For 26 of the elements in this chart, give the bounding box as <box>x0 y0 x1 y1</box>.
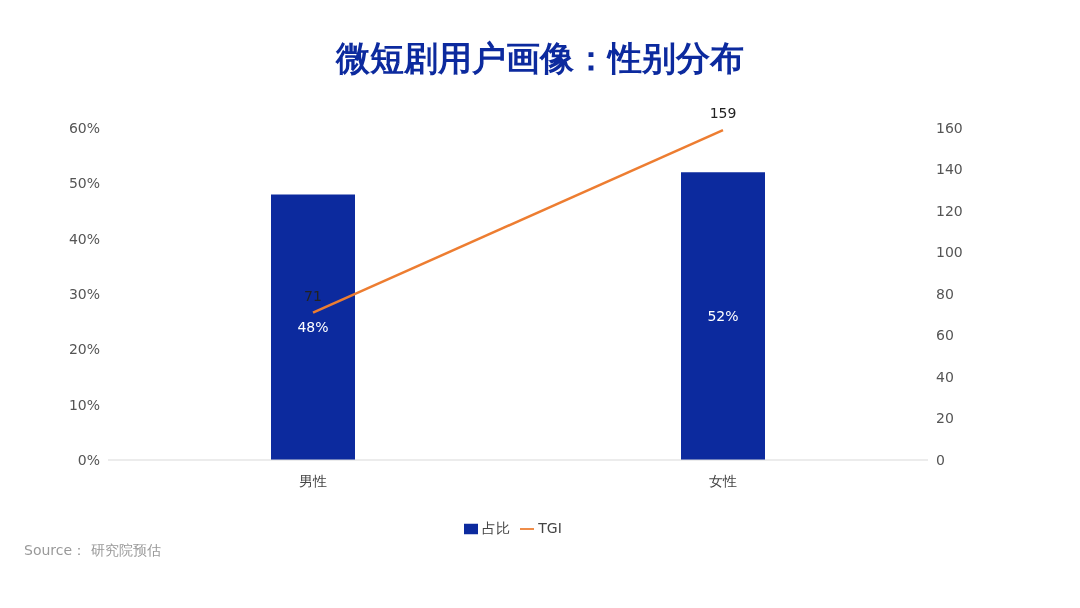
y2-tick-label: 140 <box>936 161 963 178</box>
y-tick-label: 50% <box>68 175 100 192</box>
y-tick-label: 20% <box>68 341 100 358</box>
legend-label: TGI <box>538 520 562 536</box>
y2-tick-label: 0 <box>936 451 945 468</box>
y-tick-label: 60% <box>68 119 100 136</box>
data-label: 159 <box>709 105 737 122</box>
y-tick-label: 30% <box>68 285 100 302</box>
data-label: 48% <box>297 319 329 336</box>
y2-tick-label: 120 <box>936 202 963 219</box>
y-tick-label: 0% <box>77 451 100 468</box>
y2-tick-label: 20 <box>936 410 954 427</box>
y2-tick-label: 80 <box>936 285 954 302</box>
y2-tick-label: 160 <box>936 119 963 136</box>
x-tick-label: 男性 <box>299 472 327 489</box>
y2-tick-label: 40 <box>936 368 954 385</box>
x-tick-label: 女性 <box>709 472 737 489</box>
data-label: 71 <box>304 287 322 304</box>
chart-title: 微短剧用户画像：性别分布 <box>334 37 745 80</box>
y-tick-label: 40% <box>68 230 100 247</box>
y2-tick-label: 100 <box>936 244 963 261</box>
data-label: 52% <box>707 308 739 325</box>
legend-label: 占比 <box>482 520 511 536</box>
source-note: Source： 研究院预估 <box>24 542 161 560</box>
y2-tick-label: 60 <box>936 327 954 344</box>
y-tick-label: 10% <box>68 396 100 413</box>
